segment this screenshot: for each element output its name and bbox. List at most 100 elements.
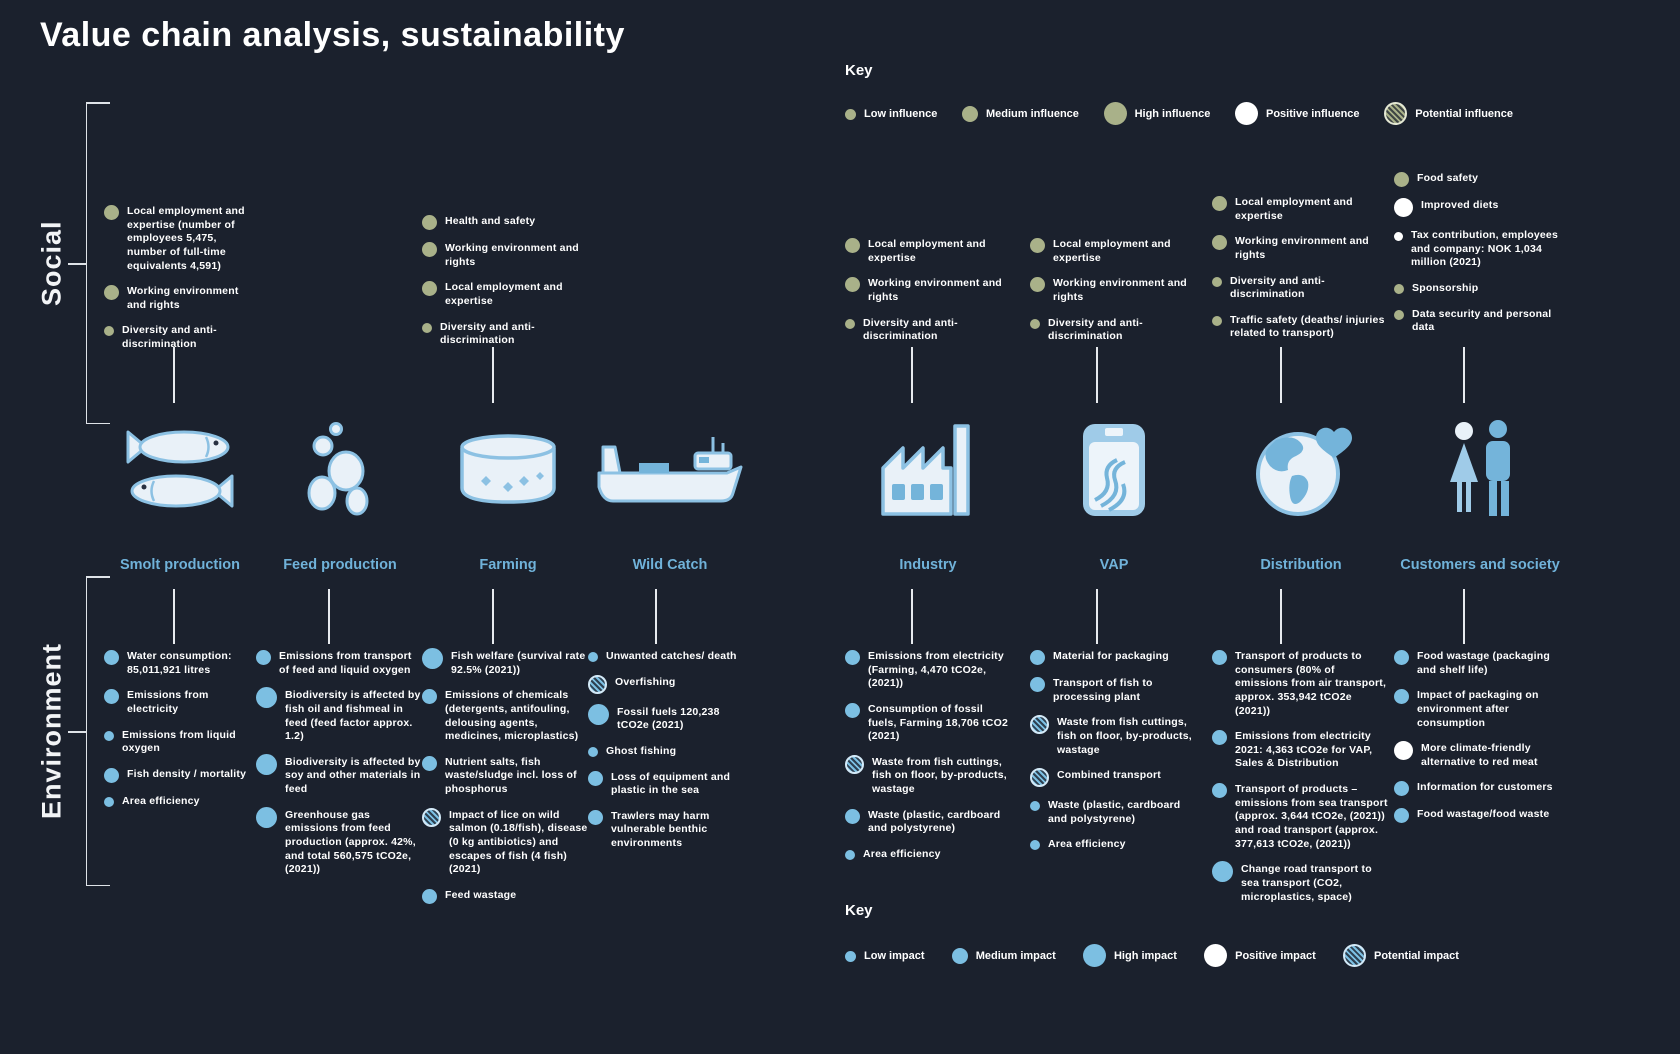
item-label: Loss of equipment and plastic in the sea bbox=[611, 770, 731, 797]
impact-marker-icon bbox=[104, 796, 114, 807]
influence-marker-icon bbox=[1030, 318, 1040, 329]
influence-marker-icon bbox=[104, 205, 119, 220]
influence-item: Diversity and anti-discrimination bbox=[422, 321, 594, 348]
influence-item: Local employment and expertise bbox=[422, 281, 594, 308]
item-label: Diversity and anti-discrimination bbox=[1230, 274, 1325, 301]
item-label: Diversity and anti-discrimination bbox=[122, 324, 217, 351]
impact-item: Change road transport to sea transport (… bbox=[1212, 861, 1390, 904]
item-label: Waste from fish cuttings, fish on floor,… bbox=[872, 755, 1007, 796]
key-item: High influence bbox=[1103, 102, 1210, 125]
impact-item: Water consumption: 85,011,921 litres bbox=[104, 650, 256, 677]
impact-marker-icon bbox=[1030, 801, 1040, 812]
key-influence-legend: Low influence Medium influence High influe… bbox=[845, 102, 1513, 125]
item-label: Transport of products to consumers (80% … bbox=[1235, 650, 1387, 717]
impact-item: Transport of products to consumers (80% … bbox=[1212, 650, 1390, 718]
key-item-label: High impact bbox=[1113, 949, 1177, 962]
feed-bubbles-icon bbox=[256, 418, 424, 522]
impact-item: Food wastage/food waste bbox=[1394, 808, 1566, 824]
connector-line bbox=[1096, 589, 1098, 644]
influence-marker-icon bbox=[1394, 198, 1413, 217]
impact-marker-icon bbox=[422, 807, 441, 827]
social-list: Local employment and expertise Working en… bbox=[1212, 196, 1390, 353]
influence-marker-icon bbox=[845, 318, 855, 329]
impact-marker-icon bbox=[588, 703, 609, 725]
influence-item: Local employment and expertise bbox=[845, 238, 1011, 265]
impact-item: More climate-friendly alternative to red… bbox=[1394, 741, 1566, 769]
impact-item: Area efficiency bbox=[104, 795, 256, 809]
impact-marker-icon bbox=[588, 809, 603, 825]
item-label: Biodiversity is affected by soy and othe… bbox=[285, 755, 421, 796]
impact-item: Emissions from liquid oxygen bbox=[104, 729, 256, 756]
social-list: Local employment and expertise Working en… bbox=[845, 238, 1011, 356]
stage-label: Farming bbox=[479, 557, 537, 573]
impact-item: Fossil fuels 120,238 tCO2e (2021) bbox=[588, 703, 752, 733]
stage-label: Wild Catch bbox=[632, 557, 708, 573]
impact-marker-icon bbox=[256, 753, 277, 775]
impact-item: Emissions of chemicals (detergents, anti… bbox=[422, 689, 594, 744]
key-item-label: Medium influence bbox=[986, 107, 1079, 120]
influence-marker-icon bbox=[1212, 315, 1222, 326]
stage-label: VAP bbox=[1099, 557, 1129, 573]
influence-item: Working environment and rights bbox=[1030, 277, 1198, 304]
item-label: Overfishing bbox=[615, 675, 676, 688]
impact-item: Emissions from electricity bbox=[104, 689, 256, 716]
key-item-label: Medium impact bbox=[975, 949, 1056, 962]
impact-item: Emissions from electricity 2021: 4,363 t… bbox=[1212, 730, 1390, 771]
impact-item: Trawlers may harm vulnerable benthic env… bbox=[588, 809, 752, 851]
item-label: Health and safety bbox=[445, 215, 536, 227]
item-label: Tax contribution, employees and company:… bbox=[1411, 229, 1558, 269]
key-item: Medium influence bbox=[962, 105, 1079, 122]
bracket-tick bbox=[68, 263, 86, 265]
key-item: Potential influence bbox=[1384, 102, 1513, 125]
connector-line bbox=[655, 589, 657, 644]
influence-marker-icon bbox=[845, 277, 860, 293]
item-label: Fish welfare (survival rate 92.5% (2021)… bbox=[451, 650, 586, 676]
environment-list: Emissions from transport of feed and liq… bbox=[256, 650, 424, 889]
influence-marker-icon bbox=[1394, 172, 1409, 187]
item-label: Working environment and rights bbox=[445, 242, 579, 268]
influence-item: Working environment and rights bbox=[1212, 235, 1390, 262]
connector-line bbox=[911, 589, 913, 644]
item-label: Biodiversity is affected by fish oil and… bbox=[285, 689, 421, 743]
item-label: Area efficiency bbox=[122, 794, 200, 807]
influence-item: Data security and personal data bbox=[1394, 308, 1566, 335]
influence-item: Diversity and anti-discrimination bbox=[1212, 275, 1390, 302]
impact-item: Transport of fish to processing plant bbox=[1030, 677, 1198, 704]
influence-potential-dot-icon bbox=[1384, 102, 1408, 125]
item-label: Traffic safety (deaths/ injuries related… bbox=[1230, 313, 1385, 340]
impact-marker-icon bbox=[1030, 840, 1040, 851]
impact-potential-dot-icon bbox=[1343, 944, 1366, 967]
social-list: Local employment and expertise (number o… bbox=[104, 205, 256, 364]
influence-marker-icon bbox=[1212, 196, 1227, 211]
impact-marker-icon bbox=[588, 770, 603, 786]
connector-line bbox=[173, 347, 175, 403]
item-label: Diversity and anti-discrimination bbox=[1048, 316, 1143, 343]
item-label: Impact of lice on wild salmon (0.18/fish… bbox=[449, 808, 588, 876]
item-label: Sponsorship bbox=[1412, 281, 1479, 294]
key-item-label: Potential influence bbox=[1415, 107, 1513, 120]
impact-item: Unwanted catches/ death bbox=[588, 650, 752, 664]
impact-low-dot-icon bbox=[845, 951, 856, 962]
item-label: Nutrient salts, fish waste/sludge incl. … bbox=[445, 755, 577, 796]
item-label: Working environment and rights bbox=[1235, 235, 1369, 261]
impact-item: Waste from fish cuttings, fish on floor,… bbox=[845, 754, 1011, 797]
item-label: Diversity and anti-discrimination bbox=[440, 320, 535, 347]
salmon-icon bbox=[104, 418, 256, 522]
impact-item: Combined transport bbox=[1030, 768, 1198, 788]
impact-item: Consumption of fossil fuels, Farming 18,… bbox=[845, 702, 1011, 744]
influence-item: Health and safety bbox=[422, 215, 594, 230]
key-item: Potential impact bbox=[1343, 944, 1459, 967]
influence-marker-icon bbox=[1030, 238, 1045, 253]
impact-item: Loss of equipment and plastic in the sea bbox=[588, 770, 752, 798]
environment-list: Food wastage (packaging and shelf life) I… bbox=[1394, 650, 1566, 835]
key-item-label: Low impact bbox=[864, 949, 925, 962]
item-label: Emissions from liquid oxygen bbox=[122, 728, 236, 755]
impact-item: Fish welfare (survival rate 92.5% (2021)… bbox=[422, 648, 594, 677]
item-label: Information for customers bbox=[1417, 781, 1553, 794]
key-item-label: Low influence bbox=[864, 107, 938, 120]
item-label: Transport of fish to processing plant bbox=[1053, 677, 1153, 703]
item-label: Emissions from transport of feed and liq… bbox=[279, 650, 412, 676]
influence-marker-icon bbox=[422, 281, 437, 297]
key-item-label: Positive impact bbox=[1235, 949, 1316, 962]
